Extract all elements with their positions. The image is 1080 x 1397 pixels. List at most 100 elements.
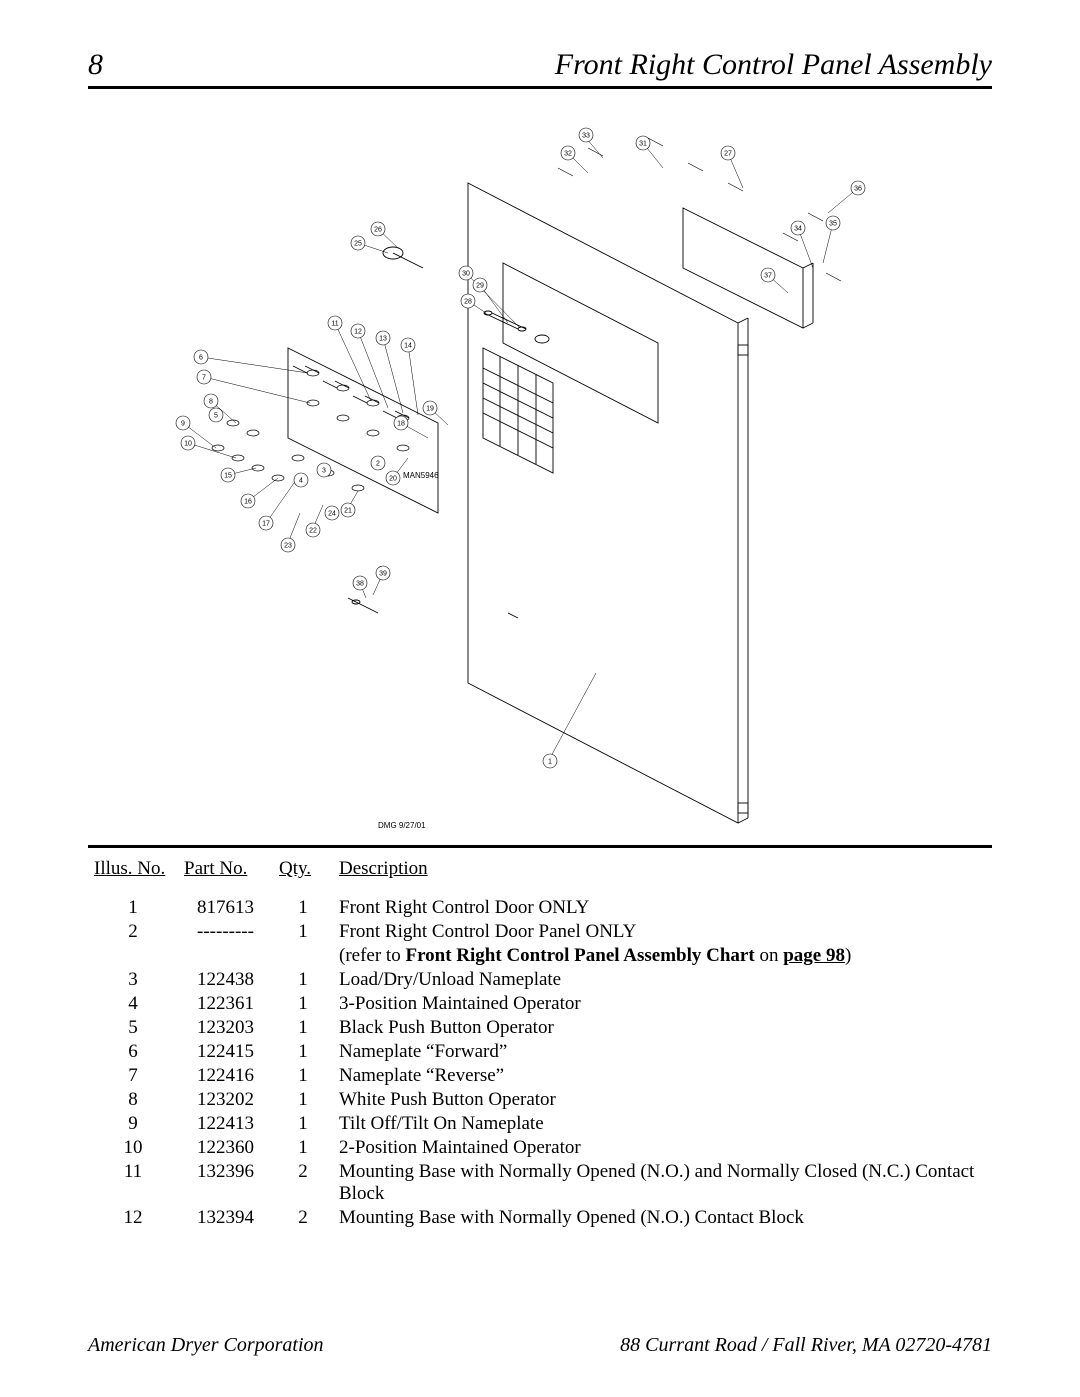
- footer-address: 88 Currant Road / Fall River, MA 02720-4…: [620, 1334, 992, 1357]
- parts-table-body: 1 817613 1 Front Right Control Door ONLY…: [88, 896, 992, 1230]
- svg-text:17: 17: [262, 521, 270, 528]
- cell-desc: Front Right Control Door Panel ONLY: [333, 920, 992, 944]
- col-header-qty: Qty.: [273, 856, 333, 896]
- table-row-note: (refer to Front Right Control Panel Asse…: [88, 944, 992, 968]
- cell-part: 122360: [178, 1136, 273, 1160]
- cell-desc: Front Right Control Door ONLY: [333, 896, 992, 920]
- svg-text:38: 38: [356, 581, 364, 588]
- cell-desc: White Push Button Operator: [333, 1088, 992, 1112]
- cell-part: 123203: [178, 1016, 273, 1040]
- cell-qty: 1: [273, 920, 333, 944]
- svg-text:34: 34: [794, 226, 802, 233]
- cell-qty: 2: [273, 1206, 333, 1230]
- svg-text:9: 9: [181, 421, 185, 428]
- cell-part: [178, 944, 273, 968]
- svg-text:11: 11: [331, 321, 338, 328]
- drawing-number-label: MAN5946: [403, 471, 439, 480]
- svg-text:13: 13: [379, 336, 387, 343]
- cell-qty: 1: [273, 1136, 333, 1160]
- table-row: 8 123202 1 White Push Button Operator: [88, 1088, 992, 1112]
- cell-desc: 3-Position Maintained Operator: [333, 992, 992, 1016]
- assembly-diagram: 1 2 3 4 5 6 7 8 9 10 11 12 13 1: [88, 113, 992, 833]
- cell-qty: 1: [273, 1064, 333, 1088]
- table-row: 6 122415 1 Nameplate “Forward”: [88, 1040, 992, 1064]
- svg-text:7: 7: [202, 375, 206, 382]
- svg-text:27: 27: [724, 151, 732, 158]
- svg-text:12: 12: [354, 329, 362, 336]
- drawing-date-label: DMG 9/27/01: [378, 821, 426, 830]
- col-header-part: Part No.: [178, 856, 273, 896]
- cell-illus: 10: [88, 1136, 178, 1160]
- cell-qty: 2: [273, 1160, 333, 1206]
- cell-qty: 1: [273, 1040, 333, 1064]
- svg-text:21: 21: [344, 508, 352, 515]
- svg-text:37: 37: [764, 273, 772, 280]
- svg-text:1: 1: [548, 759, 552, 766]
- cell-illus: 12: [88, 1206, 178, 1230]
- cell-part: 122361: [178, 992, 273, 1016]
- svg-text:36: 36: [854, 186, 862, 193]
- table-row: 11 132396 2 Mounting Base with Normally …: [88, 1160, 992, 1206]
- col-header-desc: Description: [333, 856, 992, 896]
- cell-part: ---------: [178, 920, 273, 944]
- svg-text:31: 31: [639, 141, 647, 148]
- svg-text:20: 20: [389, 476, 397, 483]
- table-row: 2 --------- 1 Front Right Control Door P…: [88, 920, 992, 944]
- svg-text:3: 3: [322, 468, 326, 475]
- cell-illus: [88, 944, 178, 968]
- cell-qty: [273, 944, 333, 968]
- cell-desc: Nameplate “Forward”: [333, 1040, 992, 1064]
- cell-illus: 8: [88, 1088, 178, 1112]
- cell-part: 122415: [178, 1040, 273, 1064]
- svg-text:10: 10: [184, 441, 192, 448]
- page-header: 8 Front Right Control Panel Assembly: [88, 48, 992, 89]
- cell-illus: 2: [88, 920, 178, 944]
- cell-qty: 1: [273, 1016, 333, 1040]
- cell-part: 122413: [178, 1112, 273, 1136]
- cell-qty: 1: [273, 968, 333, 992]
- svg-text:18: 18: [397, 421, 405, 428]
- page-number: 8: [88, 48, 103, 82]
- cell-illus: 3: [88, 968, 178, 992]
- cell-illus: 1: [88, 896, 178, 920]
- cell-desc: Black Push Button Operator: [333, 1016, 992, 1040]
- cell-desc: Mounting Base with Normally Opened (N.O.…: [333, 1206, 992, 1230]
- svg-text:14: 14: [404, 343, 412, 350]
- svg-text:29: 29: [476, 283, 484, 290]
- cell-desc: Load/Dry/Unload Nameplate: [333, 968, 992, 992]
- cell-part: 817613: [178, 896, 273, 920]
- cell-part: 132394: [178, 1206, 273, 1230]
- cell-illus: 4: [88, 992, 178, 1016]
- cell-part: 122416: [178, 1064, 273, 1088]
- svg-text:23: 23: [284, 543, 292, 550]
- svg-text:30: 30: [462, 271, 470, 278]
- cell-desc-note: (refer to Front Right Control Panel Asse…: [333, 944, 992, 968]
- svg-text:6: 6: [199, 355, 203, 362]
- svg-text:39: 39: [379, 571, 387, 578]
- parts-table-header-row: Illus. No. Part No. Qty. Description: [88, 856, 992, 896]
- svg-text:16: 16: [244, 499, 252, 506]
- cell-desc: 2-Position Maintained Operator: [333, 1136, 992, 1160]
- cell-desc: Mounting Base with Normally Opened (N.O.…: [333, 1160, 992, 1206]
- table-row: 3 122438 1 Load/Dry/Unload Nameplate: [88, 968, 992, 992]
- cell-part: 132396: [178, 1160, 273, 1206]
- cell-illus: 7: [88, 1064, 178, 1088]
- cell-qty: 1: [273, 896, 333, 920]
- svg-text:26: 26: [374, 227, 382, 234]
- footer-company: American Dryer Corporation: [88, 1334, 324, 1357]
- svg-text:4: 4: [299, 478, 303, 485]
- svg-text:25: 25: [354, 241, 362, 248]
- table-row: 1 817613 1 Front Right Control Door ONLY: [88, 896, 992, 920]
- svg-text:24: 24: [328, 511, 336, 518]
- table-row: 10 122360 1 2-Position Maintained Operat…: [88, 1136, 992, 1160]
- cell-part: 122438: [178, 968, 273, 992]
- table-row: 12 132394 2 Mounting Base with Normally …: [88, 1206, 992, 1230]
- svg-text:22: 22: [309, 528, 317, 535]
- svg-text:33: 33: [582, 133, 590, 140]
- cell-part: 123202: [178, 1088, 273, 1112]
- table-top-rule: [88, 845, 992, 848]
- page-title: Front Right Control Panel Assembly: [555, 48, 992, 82]
- cell-illus: 9: [88, 1112, 178, 1136]
- svg-text:15: 15: [224, 473, 232, 480]
- svg-text:28: 28: [464, 299, 472, 306]
